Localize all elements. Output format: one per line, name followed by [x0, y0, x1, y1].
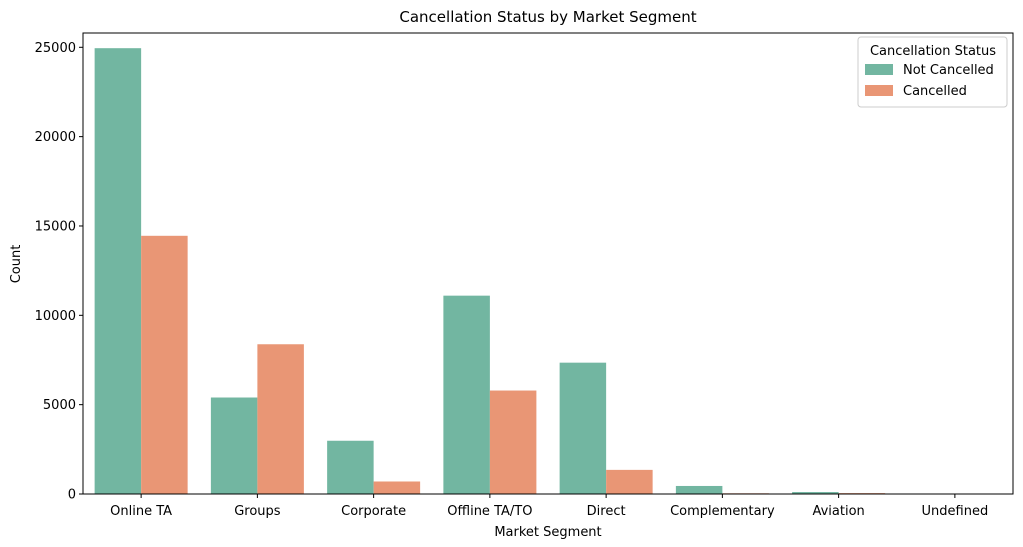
legend-swatch: [865, 85, 893, 96]
y-tick-label: 15000: [35, 219, 76, 234]
bar-groups-not-cancelled: [210, 397, 258, 494]
x-tick-label: Offline TA/TO: [447, 504, 532, 519]
bar-complementary-not-cancelled: [675, 485, 723, 494]
bar-aviation-not-cancelled: [792, 492, 839, 494]
x-tick-label: Online TA: [110, 504, 172, 519]
bar-corporate-cancelled: [373, 481, 421, 494]
y-tick-label: 0: [68, 488, 76, 503]
y-axis-title: Count: [9, 245, 24, 284]
x-tick-label: Undefined: [922, 504, 989, 519]
x-tick-label: Corporate: [341, 504, 406, 519]
x-tick-label: Aviation: [812, 504, 864, 519]
bar-offline-ta-to-cancelled: [489, 390, 537, 494]
bar-direct-not-cancelled: [559, 362, 607, 494]
legend: Cancellation Status Not Cancelled Cancell…: [857, 36, 1008, 108]
x-tick-label: Direct: [587, 504, 626, 519]
bar-online-ta-not-cancelled: [94, 48, 142, 494]
plot-frame: [82, 32, 1014, 495]
bar-offline-ta-to-not-cancelled: [443, 295, 490, 494]
y-tick-label: 10000: [35, 309, 76, 324]
y-tick-label: 25000: [35, 41, 76, 56]
x-tick-label: Complementary: [670, 504, 775, 519]
y-tick-label: 5000: [43, 398, 76, 413]
legend-label: Cancelled: [903, 84, 967, 99]
y-tick-label: 20000: [35, 130, 76, 145]
bar-corporate-not-cancelled: [327, 440, 374, 494]
bar-online-ta-cancelled: [141, 235, 188, 495]
x-axis-title: Market Segment: [494, 525, 601, 540]
bar-direct-cancelled: [606, 469, 653, 494]
legend-title: Cancellation Status: [870, 44, 996, 59]
legend-label: Not Cancelled: [903, 63, 994, 78]
legend-frame: [857, 36, 1008, 108]
bar-groups-cancelled: [257, 344, 304, 494]
legend-swatch: [865, 64, 893, 75]
chart-title: Cancellation Status by Market Segment: [399, 8, 696, 26]
plot-area: Online TA Groups Corporate Offline TA/TO Dir…: [35, 32, 1014, 519]
x-tick-label: Groups: [234, 504, 281, 519]
